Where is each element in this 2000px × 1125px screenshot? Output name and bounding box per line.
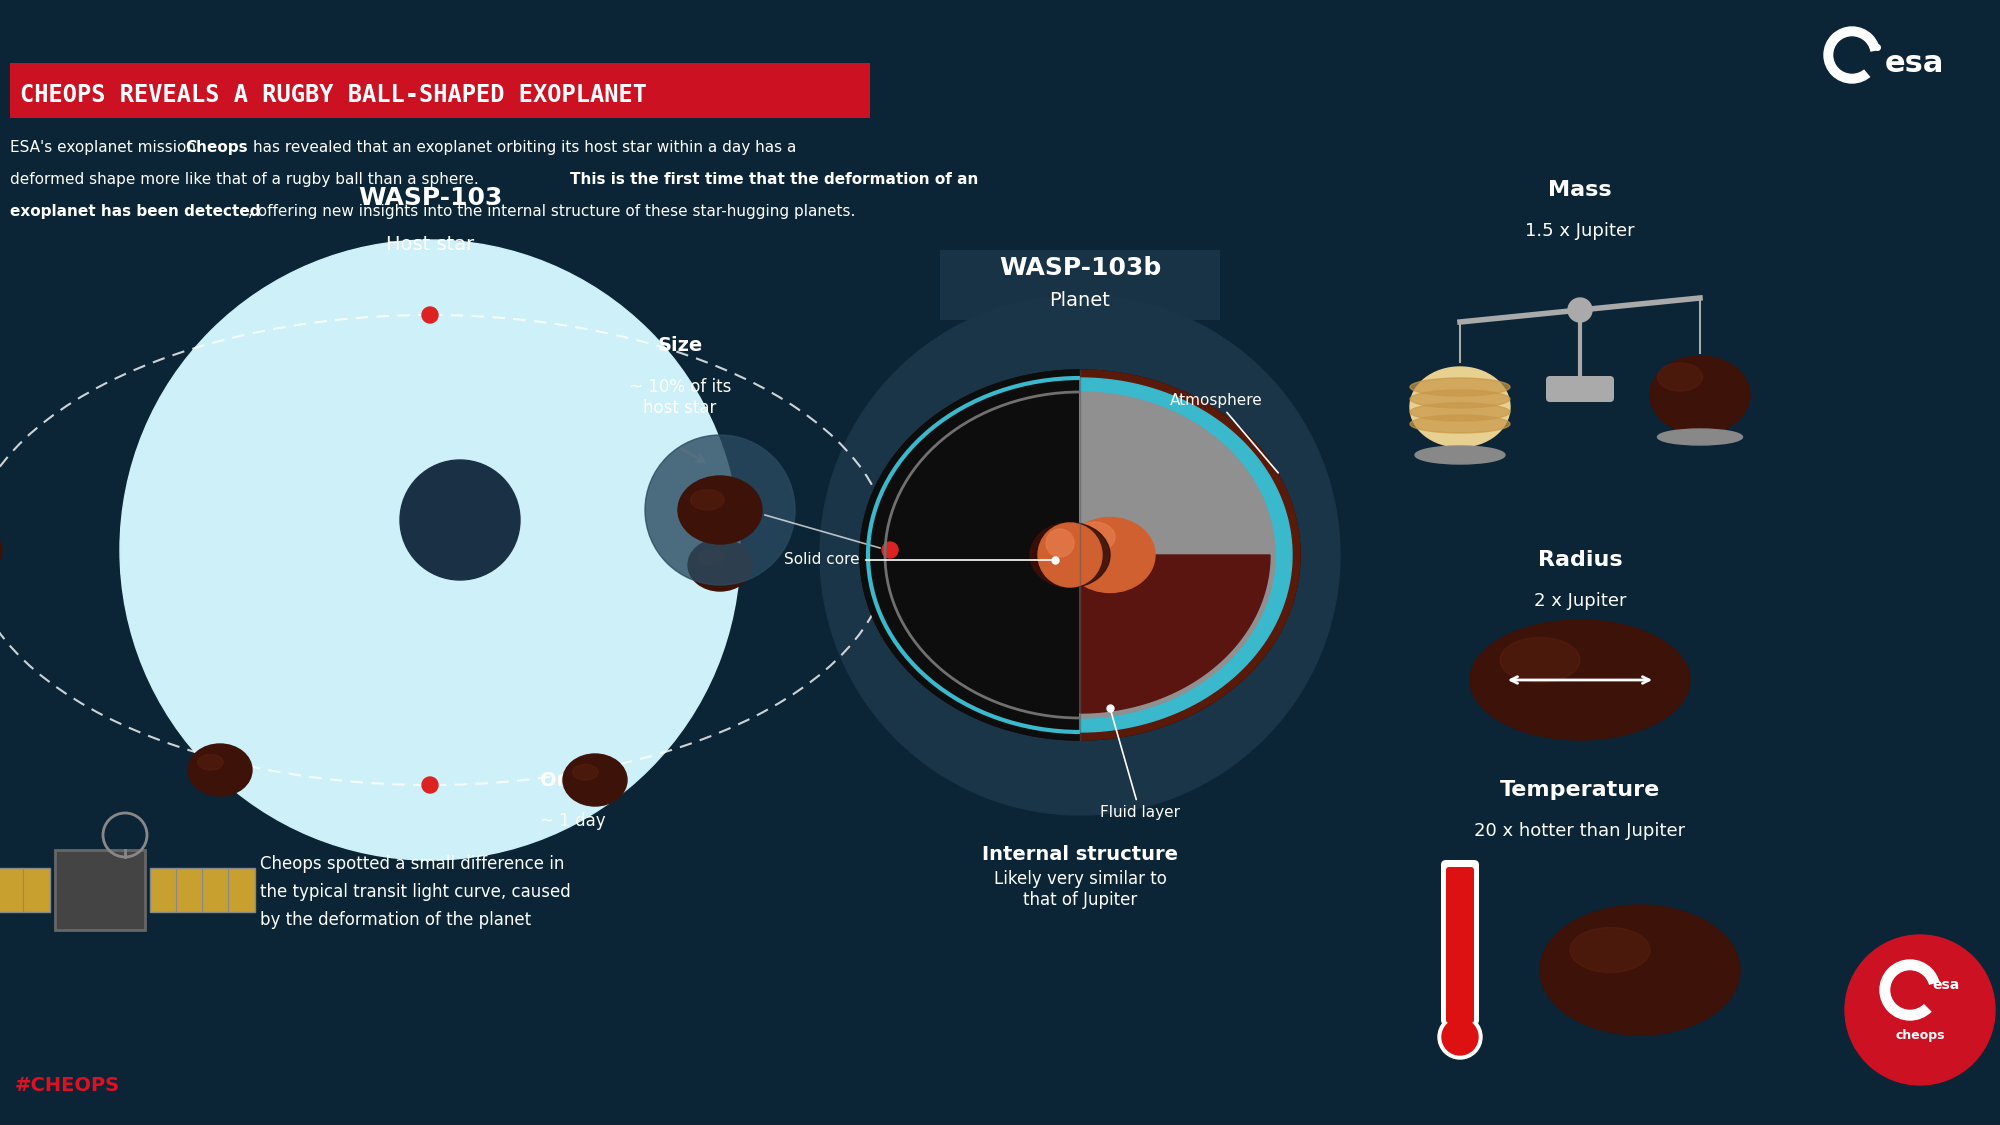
- Text: Host star: Host star: [386, 235, 474, 254]
- Ellipse shape: [698, 549, 724, 565]
- Circle shape: [1892, 971, 1928, 1009]
- Text: 1.5 x Jupiter: 1.5 x Jupiter: [1526, 222, 1634, 240]
- Ellipse shape: [1064, 518, 1156, 593]
- Text: Orbit: Orbit: [540, 771, 596, 790]
- Text: Solid core: Solid core: [784, 552, 1052, 567]
- Text: has revealed that an exoplanet orbiting its host star within a day has a: has revealed that an exoplanet orbiting …: [252, 140, 796, 155]
- Circle shape: [422, 307, 438, 323]
- Ellipse shape: [1416, 446, 1506, 463]
- Text: Cheops: Cheops: [184, 140, 248, 155]
- FancyBboxPatch shape: [1546, 376, 1614, 402]
- Ellipse shape: [1410, 367, 1510, 447]
- Text: Internal structure: Internal structure: [982, 845, 1178, 864]
- Text: Fluid layer: Fluid layer: [1100, 711, 1180, 820]
- Circle shape: [400, 460, 520, 580]
- Ellipse shape: [678, 476, 762, 544]
- Ellipse shape: [690, 489, 724, 510]
- Circle shape: [882, 542, 898, 558]
- Circle shape: [1038, 523, 1102, 587]
- Text: Mass: Mass: [1548, 180, 1612, 200]
- Ellipse shape: [198, 755, 224, 770]
- FancyBboxPatch shape: [0, 868, 50, 912]
- Polygon shape: [860, 370, 1080, 740]
- Text: This is the first time that the deformation of an: This is the first time that the deformat…: [570, 172, 978, 187]
- FancyBboxPatch shape: [1440, 860, 1480, 1025]
- Ellipse shape: [188, 744, 252, 796]
- Ellipse shape: [1030, 522, 1110, 587]
- Circle shape: [1880, 960, 1940, 1020]
- Text: WASP-103b: WASP-103b: [998, 256, 1162, 280]
- Circle shape: [1844, 935, 1996, 1084]
- Ellipse shape: [1570, 927, 1650, 972]
- Ellipse shape: [1410, 415, 1510, 433]
- Text: ~ 10% of its
host star: ~ 10% of its host star: [628, 378, 732, 416]
- Text: WASP-103: WASP-103: [358, 186, 502, 210]
- Text: CHEOPS REVEALS A RUGBY BALL-SHAPED EXOPLANET: CHEOPS REVEALS A RUGBY BALL-SHAPED EXOPL…: [20, 83, 648, 107]
- FancyBboxPatch shape: [56, 850, 144, 930]
- Polygon shape: [1080, 370, 1300, 740]
- Text: Size: Size: [658, 336, 702, 356]
- Polygon shape: [1080, 392, 1274, 718]
- Ellipse shape: [1650, 356, 1750, 434]
- Text: 2 x Jupiter: 2 x Jupiter: [1534, 592, 1626, 610]
- Text: Radius: Radius: [1538, 550, 1622, 570]
- Wedge shape: [1910, 981, 1944, 1015]
- Text: Temperature: Temperature: [1500, 780, 1660, 800]
- FancyBboxPatch shape: [150, 868, 256, 912]
- Text: esa: esa: [1932, 978, 1960, 992]
- Ellipse shape: [1410, 390, 1510, 408]
- Circle shape: [1046, 529, 1074, 557]
- Circle shape: [120, 240, 740, 860]
- Circle shape: [1824, 27, 1880, 83]
- Ellipse shape: [1076, 522, 1116, 552]
- FancyBboxPatch shape: [940, 250, 1220, 320]
- Text: Atmosphere: Atmosphere: [1170, 393, 1278, 472]
- Circle shape: [1442, 1019, 1478, 1055]
- Circle shape: [422, 777, 438, 793]
- Ellipse shape: [1658, 363, 1702, 391]
- Text: 20 x hotter than Jupiter: 20 x hotter than Jupiter: [1474, 822, 1686, 840]
- FancyBboxPatch shape: [1446, 867, 1474, 1023]
- Ellipse shape: [1410, 403, 1510, 421]
- Ellipse shape: [572, 764, 598, 780]
- Polygon shape: [1080, 378, 1292, 732]
- Ellipse shape: [1658, 429, 1742, 446]
- Text: esa: esa: [1884, 48, 1944, 78]
- Ellipse shape: [1410, 378, 1510, 396]
- Ellipse shape: [688, 539, 752, 591]
- Text: Planet: Planet: [1050, 291, 1110, 310]
- Text: exoplanet has been detected: exoplanet has been detected: [10, 204, 260, 219]
- Ellipse shape: [564, 754, 628, 805]
- Text: ~ 1 day: ~ 1 day: [540, 812, 606, 830]
- Text: #CHEOPS: #CHEOPS: [16, 1076, 120, 1095]
- Text: Likely very similar to
that of Jupiter: Likely very similar to that of Jupiter: [994, 870, 1166, 909]
- Polygon shape: [1080, 555, 1270, 713]
- Circle shape: [644, 435, 796, 585]
- Ellipse shape: [1540, 904, 1740, 1035]
- Text: cheops: cheops: [1896, 1028, 1944, 1042]
- Ellipse shape: [0, 524, 2, 576]
- Wedge shape: [1852, 50, 1882, 78]
- Text: Cheops spotted a small difference in
the typical transit light curve, caused
by : Cheops spotted a small difference in the…: [260, 855, 570, 928]
- FancyBboxPatch shape: [10, 63, 870, 118]
- Circle shape: [1568, 298, 1592, 322]
- Circle shape: [1834, 37, 1870, 73]
- Circle shape: [820, 295, 1340, 814]
- Text: ESA's exoplanet mission: ESA's exoplanet mission: [10, 140, 200, 155]
- Text: deformed shape more like that of a rugby ball than a sphere.: deformed shape more like that of a rugby…: [10, 172, 484, 187]
- Ellipse shape: [860, 370, 1300, 740]
- Circle shape: [1438, 1015, 1482, 1059]
- Ellipse shape: [1500, 638, 1580, 683]
- Text: , offering new insights into the internal structure of these star-hugging planet: , offering new insights into the interna…: [248, 204, 856, 219]
- Ellipse shape: [1470, 620, 1690, 740]
